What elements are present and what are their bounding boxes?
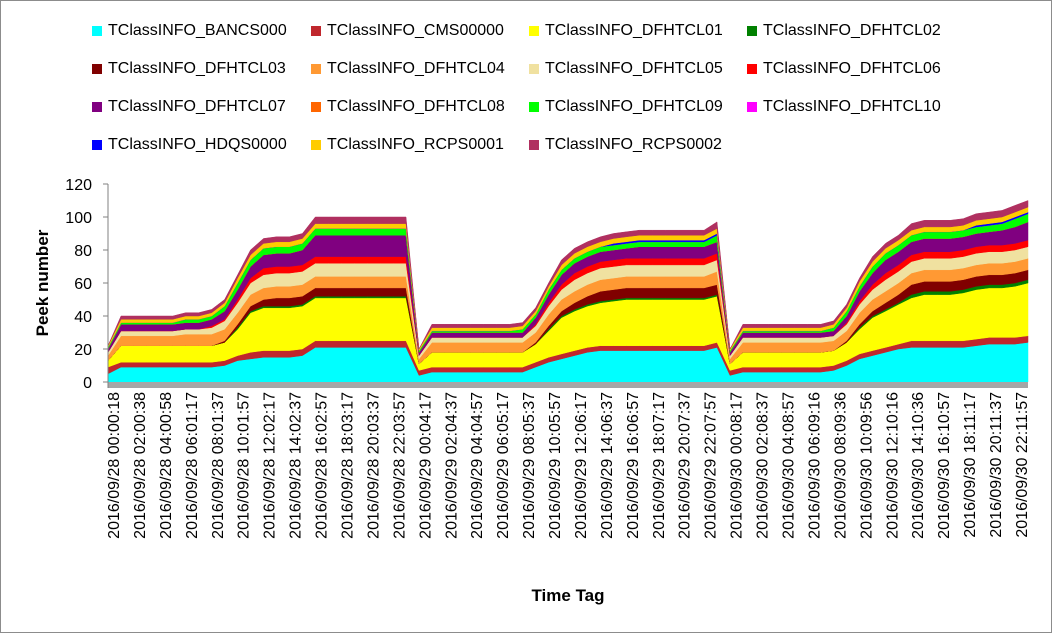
x-tick-label: 2016/09/29 00:04:17 [417,392,434,539]
legend-swatch [747,64,757,74]
x-axis-title: Time Tag [531,586,604,605]
legend-label: TClassINFO_DFHTCL05 [545,60,723,77]
legend-label: TClassINFO_DFHTCL08 [327,98,505,115]
legend-label: TClassINFO_DFHTCL01 [545,22,723,39]
legend-entry: TClassINFO_DFHTCL05 [529,58,723,80]
legend-swatch [529,102,539,112]
legend-entry: TClassINFO_RCPS0002 [529,134,722,156]
x-tick-label: 2016/09/28 20:03:37 [365,392,382,539]
x-tick-label: 2016/09/28 02:00:38 [132,392,149,539]
legend-label: TClassINFO_DFHTCL07 [108,98,286,115]
legend-swatch [747,26,757,36]
x-tick-label: 2016/09/29 20:07:37 [677,392,694,539]
legend-swatch [529,64,539,74]
x-tick-label: 2016/09/30 12:10:16 [884,392,901,539]
legend-entry: TClassINFO_DFHTCL08 [311,96,505,118]
legend-label: TClassINFO_DFHTCL10 [763,98,941,115]
legend-entry: TClassINFO_DFHTCL10 [747,96,941,118]
x-tick-label: 2016/09/28 00:00:18 [106,392,123,539]
x-tick-label: 2016/09/30 08:09:36 [832,392,849,539]
x-tick-label: 2016/09/29 18:07:17 [651,392,668,539]
x-tick-label: 2016/09/29 02:04:37 [443,392,460,539]
x-tick-label: 2016/09/28 08:01:37 [210,392,227,539]
legend-label: TClassINFO_DFHTCL04 [327,60,505,77]
legend-label: TClassINFO_CMS00000 [327,22,504,39]
legend-label: TClassINFO_HDQS0000 [108,136,287,153]
x-tick-label: 2016/09/29 16:06:57 [625,392,642,539]
x-tick-label: 2016/09/30 10:09:56 [858,392,875,539]
legend-entry: TClassINFO_DFHTCL03 [92,58,286,80]
x-tick-label: 2016/09/30 02:08:37 [755,392,772,539]
x-tick-label: 2016/09/29 06:05:17 [495,392,512,539]
legend-entry: TClassINFO_RCPS0001 [311,134,504,156]
legend-swatch [311,64,321,74]
legend-swatch [529,140,539,150]
legend-label: TClassINFO_RCPS0001 [327,136,504,153]
y-tick-label: 120 [65,177,92,194]
legend-swatch [311,102,321,112]
legend-label: TClassINFO_BANCS000 [108,22,287,39]
legend-entry: TClassINFO_DFHTCL01 [529,20,723,42]
area-series [107,200,1029,350]
x-tick-label: 2016/09/30 22:11:57 [1014,392,1031,538]
legend-label: TClassINFO_RCPS0002 [545,136,722,153]
stacked-areas [107,200,1029,383]
x-tick-label: 2016/09/29 10:05:57 [547,392,564,539]
x-tick-label: 2016/09/28 06:01:17 [184,392,201,539]
x-tick-label: 2016/09/30 16:10:57 [936,392,953,539]
legend-label: TClassINFO_DFHTCL02 [763,22,941,39]
x-tick-label: 2016/09/29 14:06:37 [599,392,616,539]
legend-swatch [311,140,321,150]
x-tick-label: 2016/09/28 16:02:57 [314,392,331,539]
legend-swatch [311,26,321,36]
legend-label: TClassINFO_DFHTCL09 [545,98,723,115]
x-tick-label: 2016/09/28 14:02:37 [288,392,305,539]
x-tick-label: 2016/09/28 04:00:58 [158,392,175,539]
x-tick-label: 2016/09/28 12:02:17 [262,392,279,539]
x-tick-label: 2016/09/30 04:08:57 [781,392,798,539]
x-tick-label: 2016/09/29 04:04:57 [469,392,486,539]
legend-entry: TClassINFO_DFHTCL07 [92,96,286,118]
legend-entry: TClassINFO_DFHTCL02 [747,20,941,42]
x-tick-label: 2016/09/30 00:08:17 [729,392,746,539]
x-tick-label: 2016/09/29 08:05:37 [521,392,538,539]
x-tick-label: 2016/09/30 14:10:36 [910,392,927,539]
legend-entry: TClassINFO_CMS00000 [311,20,504,42]
x-tick-label: 2016/09/28 18:03:17 [340,392,357,539]
y-axis-title: Peek number [33,229,52,336]
legend-swatch [92,140,102,150]
x-tick-label: 2016/09/29 12:06:17 [573,392,590,539]
x-tick-label: 2016/09/30 18:11:17 [962,392,979,538]
y-tick-label: 0 [83,375,92,392]
x-tick-label: 2016/09/30 06:09:16 [807,392,824,539]
y-tick-labels: 0 20 40 60 80 100 120 [65,177,92,392]
x-tick-label: 2016/09/28 10:01:57 [236,392,253,539]
y-tick-label: 100 [65,210,92,227]
x-tick-labels: 2016/09/28 00:00:18 2016/09/28 02:00:38 20… [106,392,1031,539]
axes [103,183,1028,388]
legend-label: TClassINFO_DFHTCL06 [763,60,941,77]
legend-swatch [92,64,102,74]
y-tick-label: 80 [74,243,92,260]
legend-swatch [747,102,757,112]
legend-swatch [92,102,102,112]
legend-entry: TClassINFO_DFHTCL09 [529,96,723,118]
legend-swatch [529,26,539,36]
legend-swatch [92,26,102,36]
y-tick-label: 20 [74,342,92,359]
y-tick-label: 40 [74,309,92,326]
legend-entry: TClassINFO_HDQS0000 [92,134,287,156]
legend-entry: TClassINFO_DFHTCL06 [747,58,941,80]
x-tick-label: 2016/09/30 20:11:37 [988,392,1005,538]
x-tick-label: 2016/09/29 22:07:57 [703,392,720,539]
legend-entry: TClassINFO_BANCS000 [92,20,287,42]
y-tick-label: 60 [74,276,92,293]
legend-label: TClassINFO_DFHTCL03 [108,60,286,77]
x-axis-floor [108,382,1028,388]
legend-entry: TClassINFO_DFHTCL04 [311,58,505,80]
x-tick-label: 2016/09/28 22:03:57 [391,392,408,539]
